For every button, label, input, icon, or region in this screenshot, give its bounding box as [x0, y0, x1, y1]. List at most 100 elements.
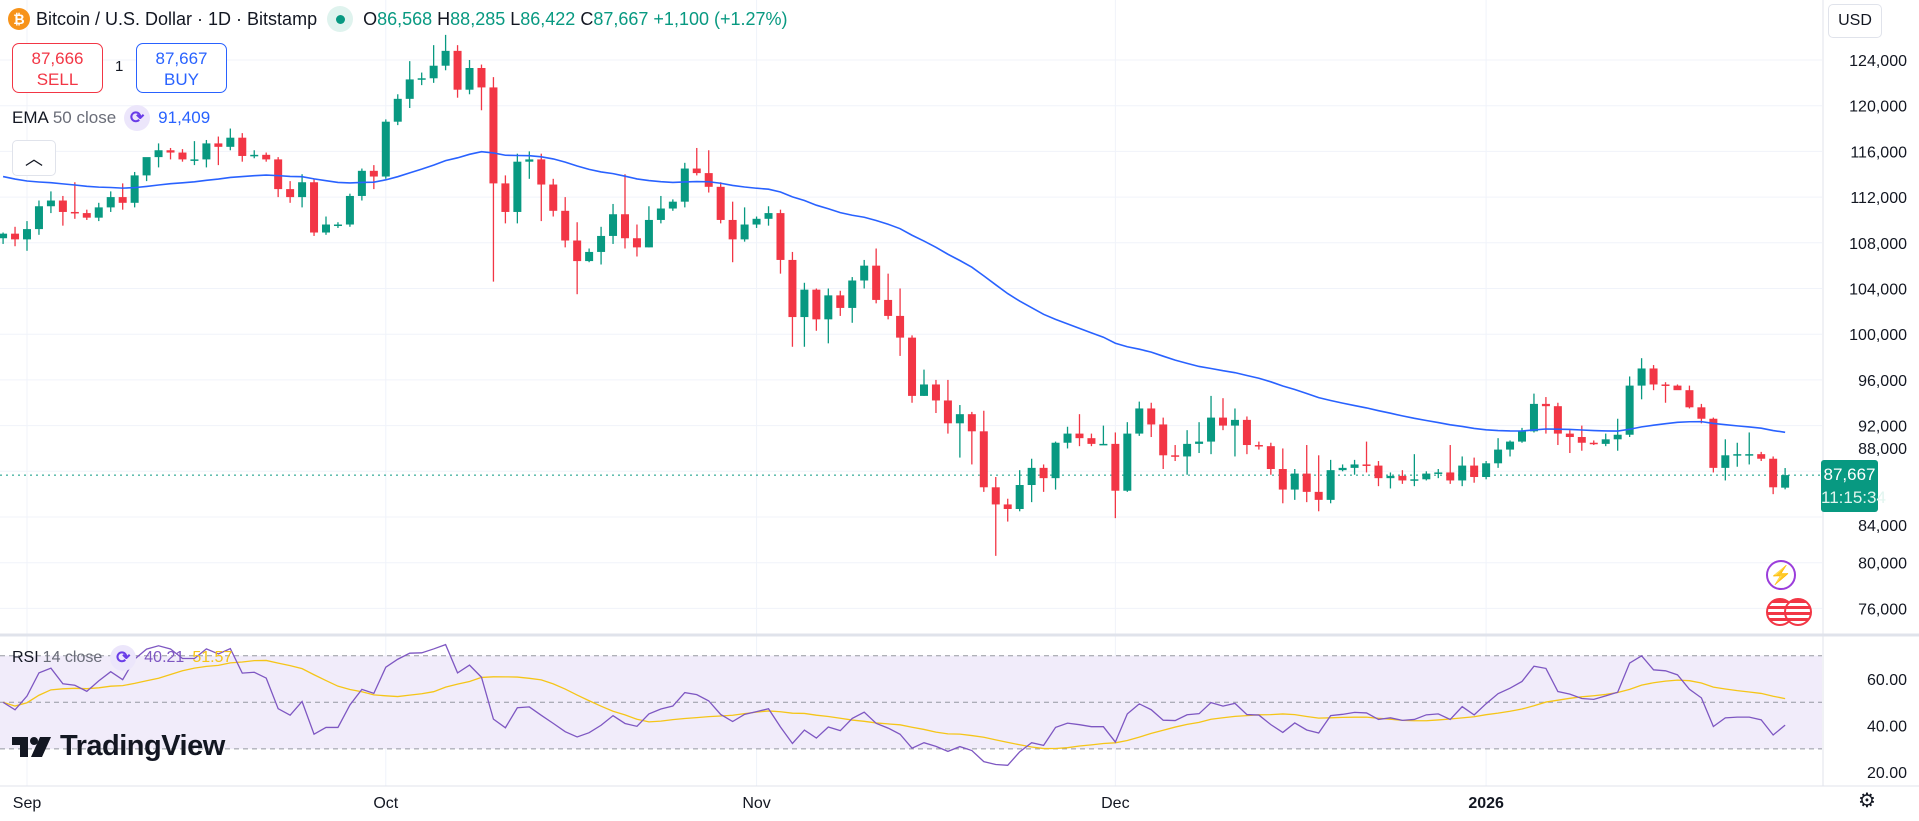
candle: [417, 72, 426, 86]
collapse-legend-button[interactable]: ︿: [12, 140, 56, 176]
ema-legend[interactable]: EMA 50 close ⟳ 91,409: [12, 105, 210, 131]
sell-button[interactable]: 87,666 SELL: [12, 43, 103, 93]
candle-body: [1446, 472, 1455, 481]
candle: [429, 45, 438, 83]
candle-body: [1075, 433, 1084, 439]
candle: [393, 94, 402, 126]
candle-body: [824, 295, 833, 320]
rsi-legend[interactable]: RSI 14 close ⟳ 40.21 51.57: [12, 645, 232, 671]
candle: [1470, 457, 1479, 483]
candle: [1195, 422, 1204, 454]
candle: [644, 206, 653, 248]
price-tick-label: 108,000: [1849, 236, 1907, 253]
candle-body: [190, 159, 199, 161]
candle: [1230, 408, 1239, 457]
candle-body: [585, 251, 594, 262]
candle-body: [1565, 433, 1574, 438]
candle-body: [1099, 443, 1108, 446]
candle-body: [1374, 465, 1383, 479]
candle: [573, 222, 582, 295]
candle: [190, 141, 199, 166]
trade-quantity[interactable]: 1: [115, 58, 124, 75]
buy-button[interactable]: 87,667 BUY: [136, 43, 227, 93]
candle: [1541, 397, 1550, 434]
settings-icon[interactable]: ⚙: [1858, 790, 1876, 812]
candle: [1769, 456, 1778, 495]
candle: [884, 273, 893, 320]
candle-body: [501, 183, 510, 212]
candle-body: [298, 182, 307, 198]
refresh-icon[interactable]: ⟳: [124, 105, 151, 131]
candle-body: [848, 280, 857, 308]
candle: [1278, 448, 1287, 504]
candle-body: [1589, 442, 1598, 445]
currency-selector[interactable]: USD: [1828, 4, 1882, 38]
candle-body: [262, 154, 271, 160]
candle-body: [788, 259, 797, 318]
lightning-icon[interactable]: ⚡: [1766, 560, 1796, 590]
candle-body: [955, 414, 964, 424]
candle: [955, 405, 964, 458]
candle-body: [477, 67, 486, 88]
candle-body: [764, 213, 773, 219]
tradingview-logo-icon: [12, 736, 51, 757]
refresh-icon[interactable]: ⟳: [110, 645, 137, 671]
candle: [1314, 455, 1323, 512]
candle-body: [728, 219, 737, 240]
candle: [1207, 395, 1216, 455]
candle-body: [1769, 458, 1778, 488]
candle-body: [1422, 473, 1431, 480]
candle: [812, 288, 821, 331]
candle-body: [1518, 431, 1526, 442]
candle-body: [740, 224, 749, 240]
candle-body: [1541, 403, 1550, 407]
candle: [824, 288, 833, 344]
ohlc-readout: O86,568 H88,285 L86,422 C87,667 +1,100 (…: [363, 8, 788, 29]
candle: [106, 191, 115, 212]
candle-body: [1015, 485, 1024, 510]
candle: [920, 369, 928, 396]
candle-body: [94, 207, 103, 218]
price-tick-label: 76,000: [1858, 601, 1907, 618]
price-tick-label: 92,000: [1858, 419, 1907, 436]
price-tick-label: 84,000: [1858, 518, 1907, 535]
candle-body: [1685, 390, 1694, 408]
candle: [1613, 418, 1622, 451]
candle-body: [381, 121, 390, 177]
candle-body: [1207, 417, 1216, 442]
candle: [58, 195, 67, 226]
rsi-tick-label: 60.00: [1867, 672, 1907, 689]
candle: [23, 221, 31, 251]
economic-events-icon[interactable]: [1766, 598, 1812, 626]
candle: [513, 153, 522, 224]
candle-body: [1601, 439, 1610, 444]
candle-body: [812, 289, 821, 320]
candle: [1087, 433, 1096, 447]
candle: [597, 226, 606, 265]
candle: [1697, 403, 1706, 424]
price-tick-label: 124,000: [1849, 53, 1907, 70]
symbol-title[interactable]: Bitcoin / U.S. Dollar · 1D · Bitstamp: [36, 8, 318, 29]
candle: [1123, 422, 1132, 492]
price-tick-label: 120,000: [1849, 99, 1907, 116]
candle-body: [800, 289, 809, 318]
candle: [692, 147, 701, 176]
candle-body: [1709, 418, 1718, 468]
candle: [908, 335, 917, 403]
candle-body: [836, 295, 845, 308]
chevron-up-icon: ︿: [25, 149, 43, 169]
tradingview-logo[interactable]: TradingView: [12, 730, 225, 763]
candle: [1159, 417, 1168, 470]
candle: [1757, 451, 1766, 462]
candle-body: [106, 197, 115, 208]
candle-body: [967, 414, 976, 432]
candle-body: [1757, 454, 1766, 459]
candle: [836, 290, 845, 316]
candle-body: [154, 150, 163, 158]
candle-body: [417, 78, 426, 80]
candle-body: [668, 201, 677, 209]
candle-body: [920, 384, 928, 396]
candle: [1685, 385, 1694, 409]
candle-body: [644, 219, 653, 248]
